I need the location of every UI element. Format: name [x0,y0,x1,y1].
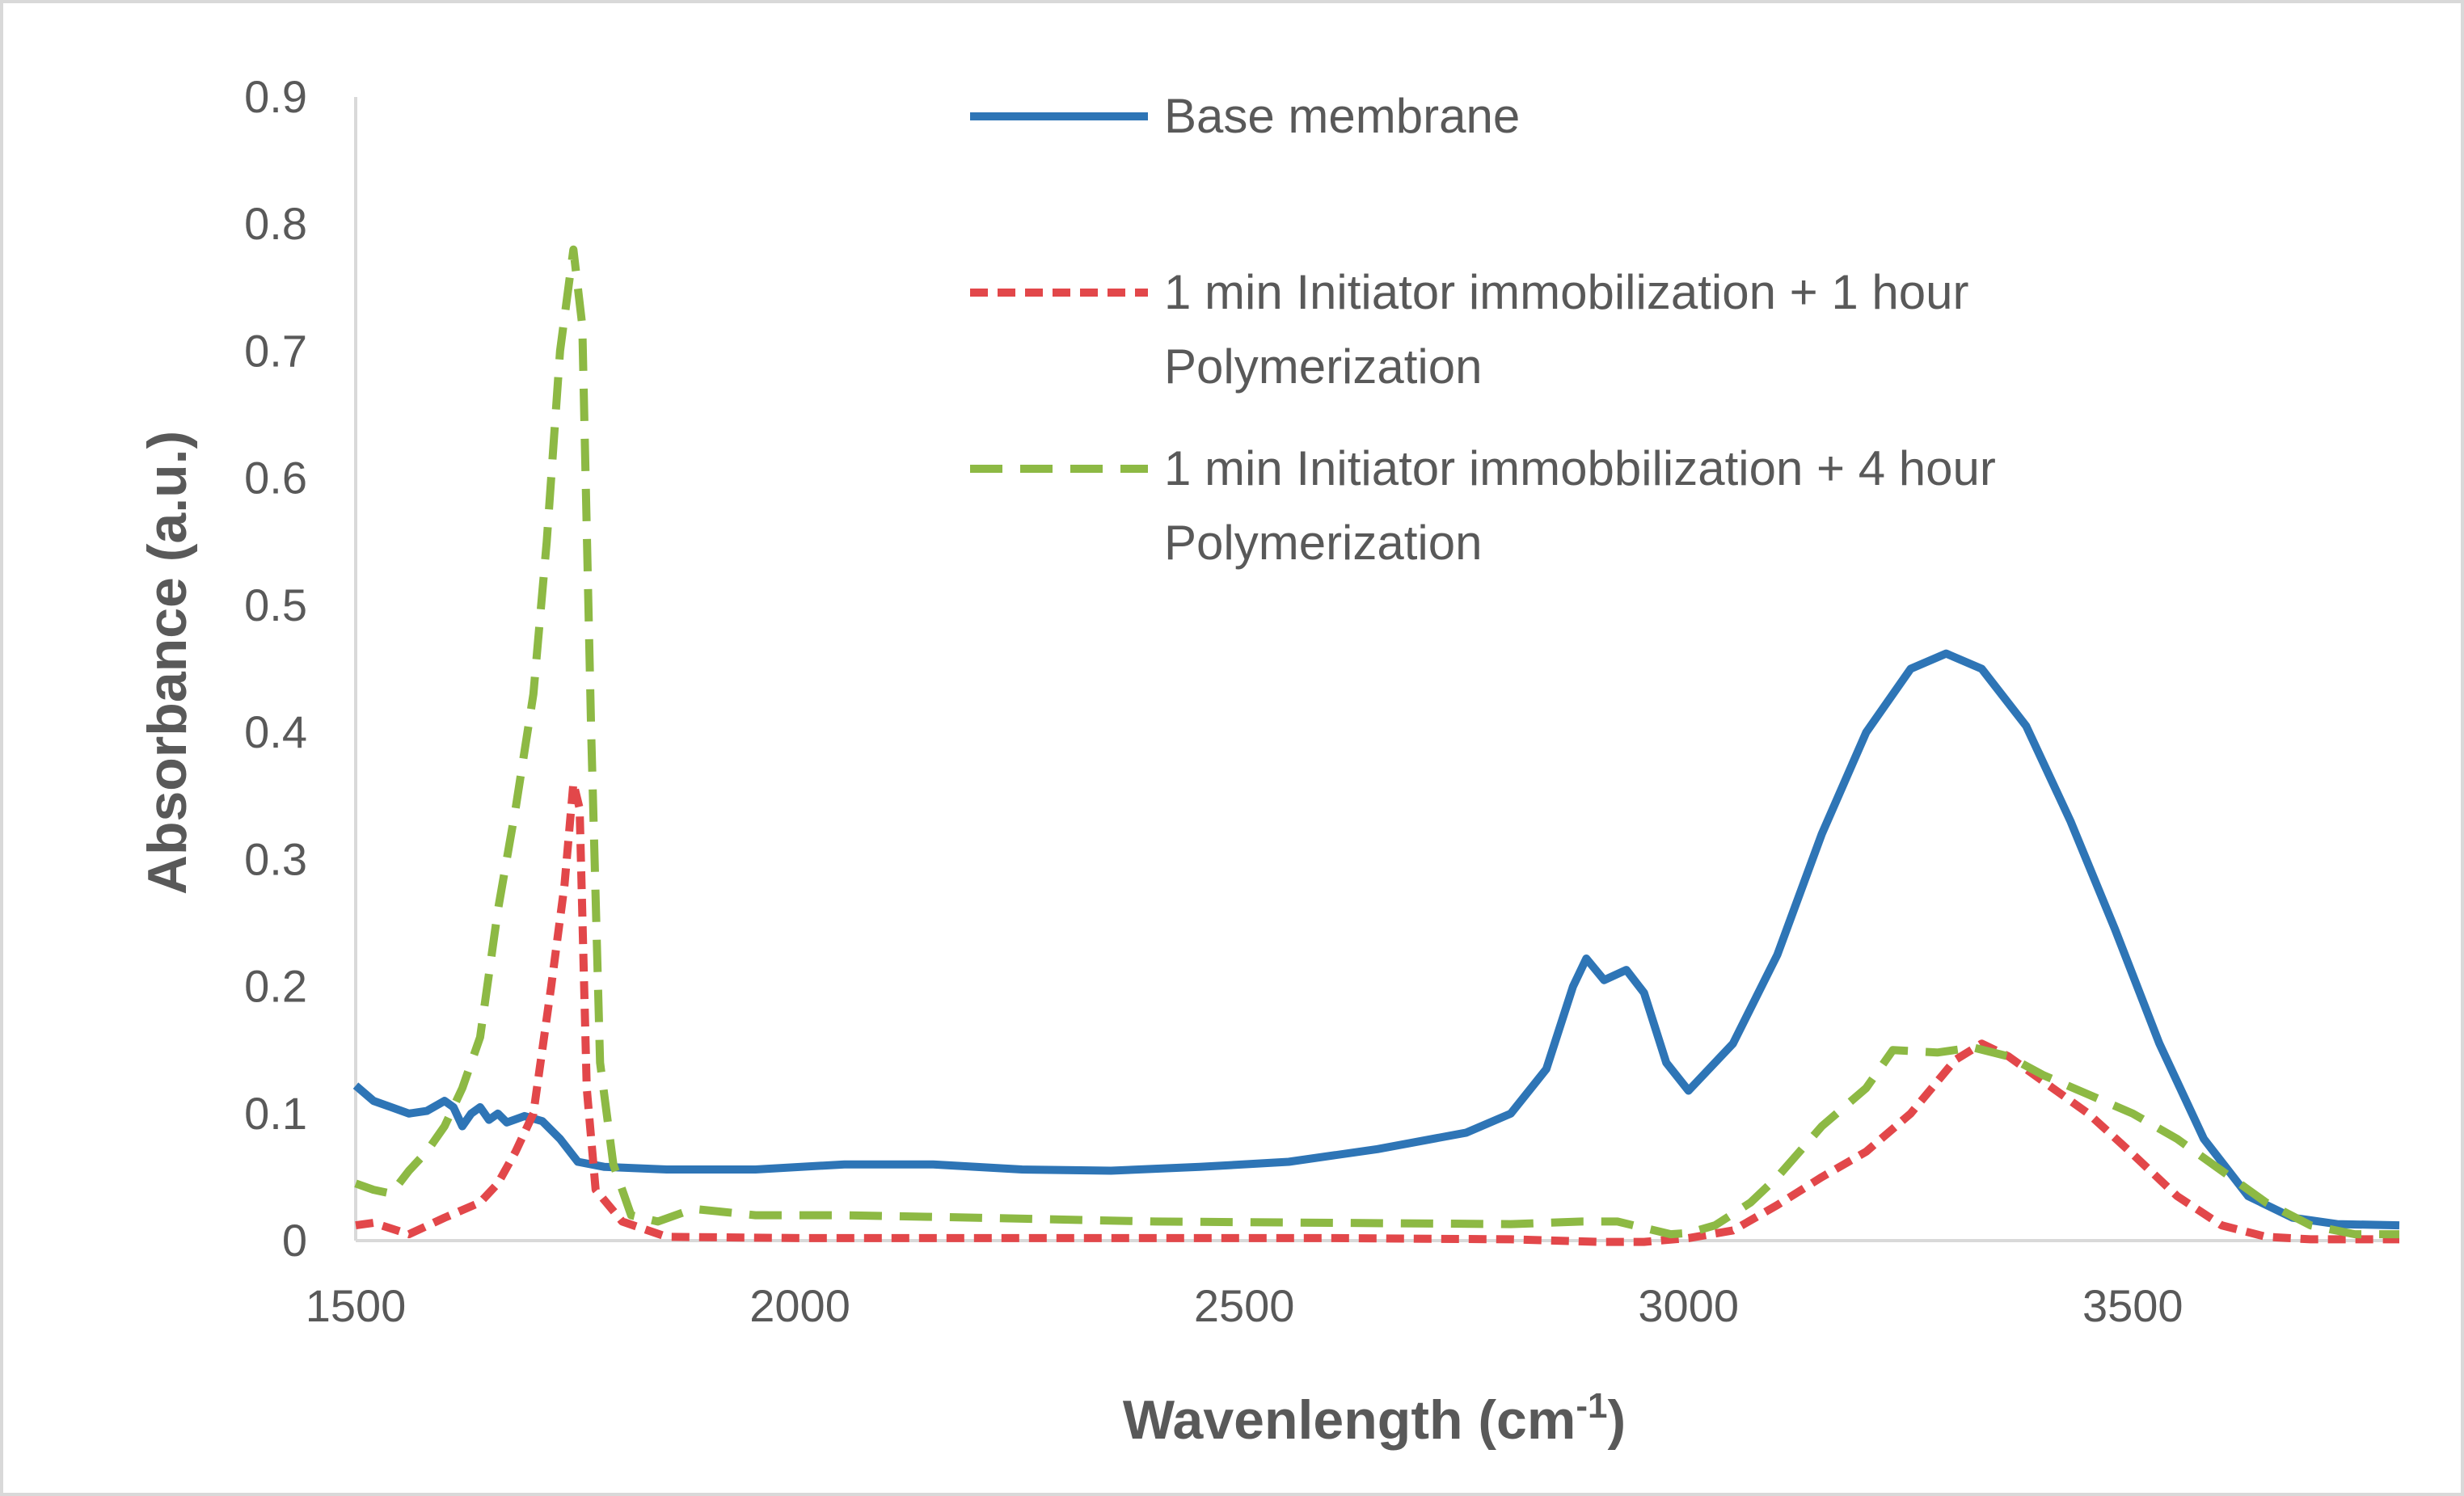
series-layer [352,245,2400,1246]
x-tick-label: 2000 [749,1280,850,1331]
series-line-2 [355,779,2399,1246]
y-tick-label: 0.1 [244,1088,307,1139]
series-line-1 [352,649,2400,1230]
x-axis-title: Wavenlength (cm-1) [1123,1386,1626,1451]
x-tick-label: 3000 [1638,1280,1739,1331]
legend-label-2: 1 min Initiator immobilization + 1 hour [1164,265,1968,319]
y-tick-label: 0.4 [244,706,307,757]
x-tick-label: 1500 [306,1280,407,1331]
y-tick-label: 0.3 [244,833,307,884]
y-tick-label: 0.5 [244,579,307,630]
y-axis-ticks: 0 0.1 0.2 0.3 0.4 0.5 0.6 0.7 0.8 0.9 [244,71,307,1266]
legend-label-2: Polymerization [1164,339,1483,394]
y-axis-title: Absorbance (a.u.) [137,431,198,895]
x-axis-ticks: 1500 2000 2500 3000 3500 [306,1280,2183,1331]
legend-label-1: Base membrane [1164,89,1520,143]
series-line-3 [354,245,2399,1239]
x-tick-label: 3500 [2082,1280,2183,1331]
y-tick-label: 0.7 [244,325,307,376]
x-tick-label: 2500 [1194,1280,1295,1331]
y-tick-label: 0.6 [244,453,307,504]
y-tick-label: 0.9 [244,71,307,122]
legend-label-3: 1 min Initiator immobbilization + 4 hour [1164,441,1996,495]
y-tick-label: 0.2 [244,961,307,1012]
axes [354,97,2399,1242]
y-tick-label: 0.8 [244,198,307,249]
y-tick-label: 0 [282,1215,307,1266]
legend-label-3: Polymerization [1164,516,1483,570]
legend: Base membrane 1 min Initiator immobilizat… [970,89,1996,570]
